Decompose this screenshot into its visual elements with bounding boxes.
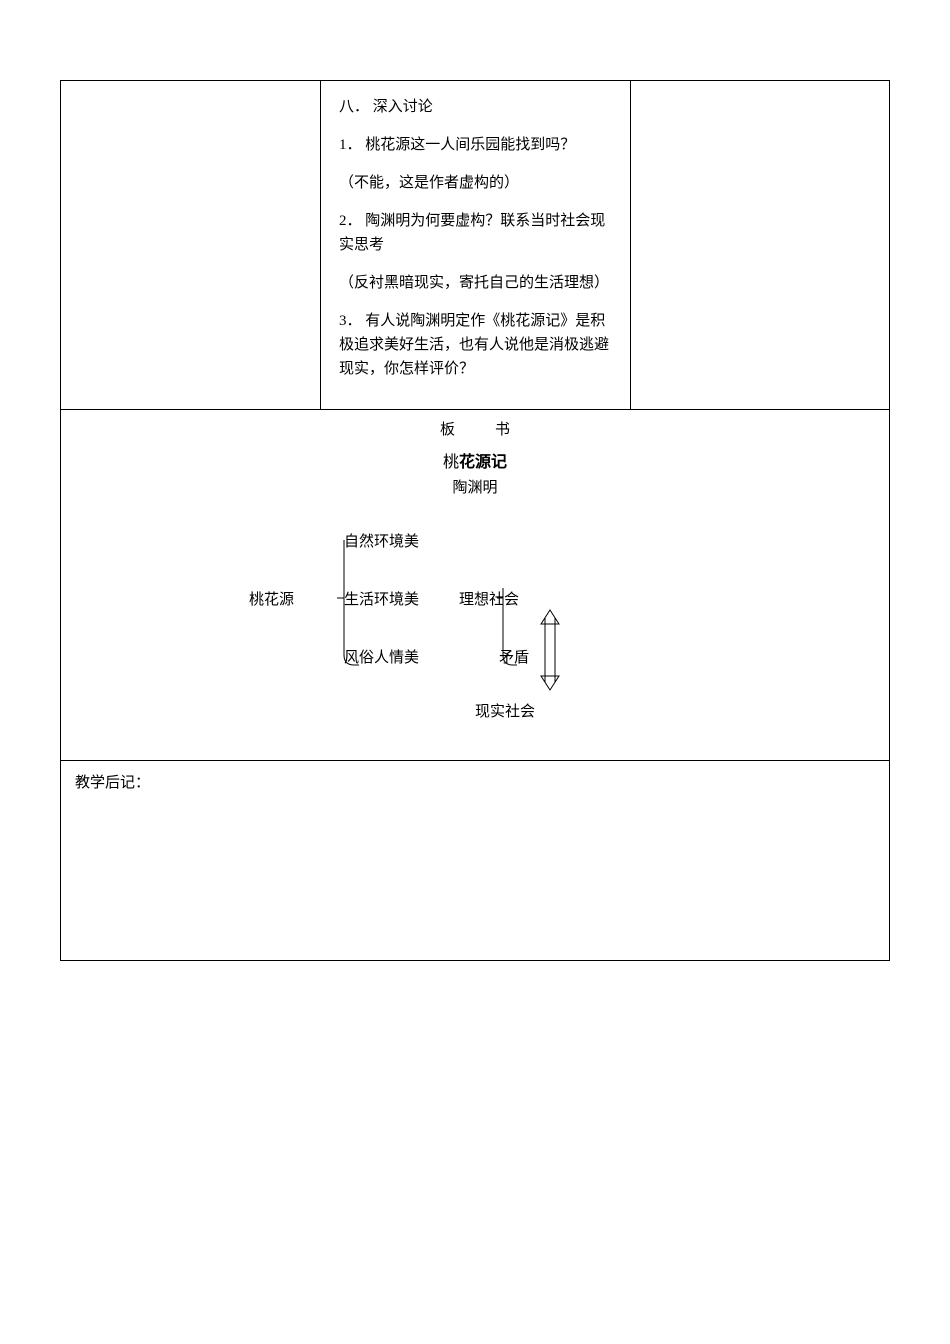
discussion-cell: 八． 深入讨论 1． 桃花源这一人间乐园能找到吗？ （不能，这是作者虚构的） 2… bbox=[321, 81, 631, 410]
board-header: 板书 bbox=[79, 418, 871, 442]
notes-cell: 教学后记： bbox=[61, 760, 890, 960]
board-title: 桃花源记 bbox=[79, 450, 871, 476]
discussion-heading: 八． 深入讨论 bbox=[339, 95, 612, 119]
diagram-mid3: 风俗人情美 bbox=[344, 646, 419, 670]
board-author: 陶渊明 bbox=[79, 476, 871, 500]
discussion-a1: （不能，这是作者虚构的） bbox=[339, 171, 612, 195]
discussion-q3: 3． 有人说陶渊明定作《桃花源记》是积极追求美好生活，也有人说他是消极逃避现实，… bbox=[339, 309, 612, 381]
diagram-left: 桃花源 bbox=[249, 588, 294, 612]
board-cell: 板书 桃花源记 陶渊明 桃花源 bbox=[61, 410, 890, 761]
diagram-mid2: 生活环境美 bbox=[344, 588, 419, 612]
discussion-row: 八． 深入讨论 1． 桃花源这一人间乐园能找到吗？ （不能，这是作者虚构的） 2… bbox=[61, 81, 890, 410]
diagram-right1: 理想社会 bbox=[459, 588, 519, 612]
diagram-right3: 现实社会 bbox=[475, 700, 535, 724]
board-title-bold: 花源记 bbox=[459, 454, 507, 471]
board-title-part1: 桃 bbox=[443, 454, 459, 471]
board-diagram: 桃花源 自然环境美 生活环境美 风俗人情美 理想社会 矛盾 现实社会 bbox=[79, 520, 871, 730]
right-empty-cell bbox=[631, 81, 890, 410]
discussion-q1: 1． 桃花源这一人间乐园能找到吗？ bbox=[339, 133, 612, 157]
lesson-plan-table: 八． 深入讨论 1． 桃花源这一人间乐园能找到吗？ （不能，这是作者虚构的） 2… bbox=[60, 80, 890, 961]
notes-row: 教学后记： bbox=[61, 760, 890, 960]
board-row: 板书 桃花源记 陶渊明 桃花源 bbox=[61, 410, 890, 761]
discussion-q2: 2． 陶渊明为何要虚构？联系当时社会现实思考 bbox=[339, 209, 612, 257]
left-empty-cell bbox=[61, 81, 321, 410]
notes-label: 教学后记： bbox=[75, 775, 150, 791]
diagram-mid1: 自然环境美 bbox=[344, 530, 419, 554]
diagram-svg bbox=[79, 520, 879, 730]
discussion-a2: （反衬黑暗现实，寄托自己的生活理想） bbox=[339, 271, 612, 295]
diagram-right2: 矛盾 bbox=[499, 646, 529, 670]
